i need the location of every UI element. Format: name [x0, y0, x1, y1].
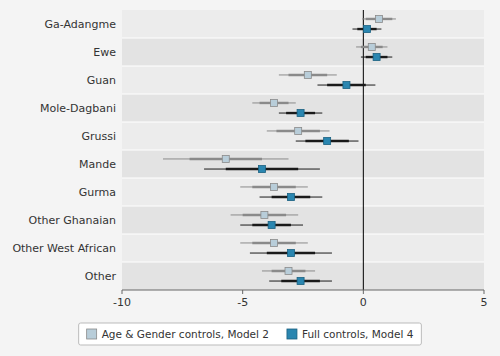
point-estimate	[271, 239, 278, 246]
point-estimate	[324, 138, 331, 145]
point-estimate	[268, 222, 275, 229]
row-band	[122, 150, 484, 178]
legend-swatch	[87, 329, 97, 339]
y-tick-label: Grussi	[81, 130, 116, 143]
row-separator	[122, 66, 484, 67]
point-estimate	[285, 267, 292, 274]
point-estimate	[271, 99, 278, 106]
point-estimate	[297, 278, 304, 285]
y-tick-label: Guan	[87, 74, 116, 87]
x-tick-label: -5	[237, 296, 248, 309]
point-estimate	[297, 110, 304, 117]
point-estimate	[222, 155, 229, 162]
x-tick	[242, 290, 243, 294]
y-tick-label: Other Ghanaian	[29, 214, 116, 227]
row-band	[122, 206, 484, 234]
legend: Age & Gender controls, Model 2 Full contr…	[79, 323, 422, 345]
y-tick-label: Ga-Adangme	[45, 18, 117, 31]
row-separator	[122, 206, 484, 207]
point-estimate	[287, 194, 294, 201]
row-separator	[122, 150, 484, 151]
x-tick	[363, 290, 364, 294]
point-estimate	[258, 166, 265, 173]
row-band	[122, 94, 484, 122]
y-tick-label: Other West African	[12, 242, 116, 255]
x-tick	[484, 290, 485, 294]
row-band	[122, 38, 484, 66]
x-tick-label: 5	[481, 296, 488, 309]
plot-background	[122, 10, 484, 290]
point-estimate	[295, 127, 302, 134]
row-separator	[122, 122, 484, 123]
row-separator	[122, 178, 484, 179]
legend-label: Age & Gender controls, Model 2	[102, 328, 269, 340]
y-tick-label: Ewe	[93, 46, 116, 59]
row-separator	[122, 234, 484, 235]
point-estimate	[304, 71, 311, 78]
point-estimate	[373, 54, 380, 61]
legend-label: Full controls, Model 4	[302, 328, 414, 340]
x-axis-line	[122, 290, 484, 291]
point-estimate	[287, 250, 294, 257]
point-estimate	[271, 183, 278, 190]
row-separator	[122, 94, 484, 95]
point-estimate	[363, 26, 370, 33]
zero-line	[363, 10, 364, 290]
x-tick	[122, 290, 123, 294]
row-band	[122, 262, 484, 290]
y-tick-label: Mande	[79, 158, 116, 171]
point-estimate	[376, 15, 383, 22]
row-separator	[122, 38, 484, 39]
row-separator	[122, 262, 484, 263]
y-tick-label: Gurma	[79, 186, 116, 199]
y-tick-label: Mole-Dagbani	[40, 102, 116, 115]
point-estimate	[343, 82, 350, 89]
marks	[163, 15, 396, 284]
chart: -10 -5 0 5 Ga-Adangme Ewe Guan Mole-Dagbani Grus…	[0, 0, 500, 356]
point-estimate	[368, 43, 375, 50]
point-estimate	[261, 211, 268, 218]
legend-swatch	[287, 329, 297, 339]
y-tick-label: Other	[85, 270, 117, 283]
x-tick-label: -10	[113, 296, 131, 309]
legend-box	[79, 323, 422, 345]
x-tick-label: 0	[360, 296, 367, 309]
